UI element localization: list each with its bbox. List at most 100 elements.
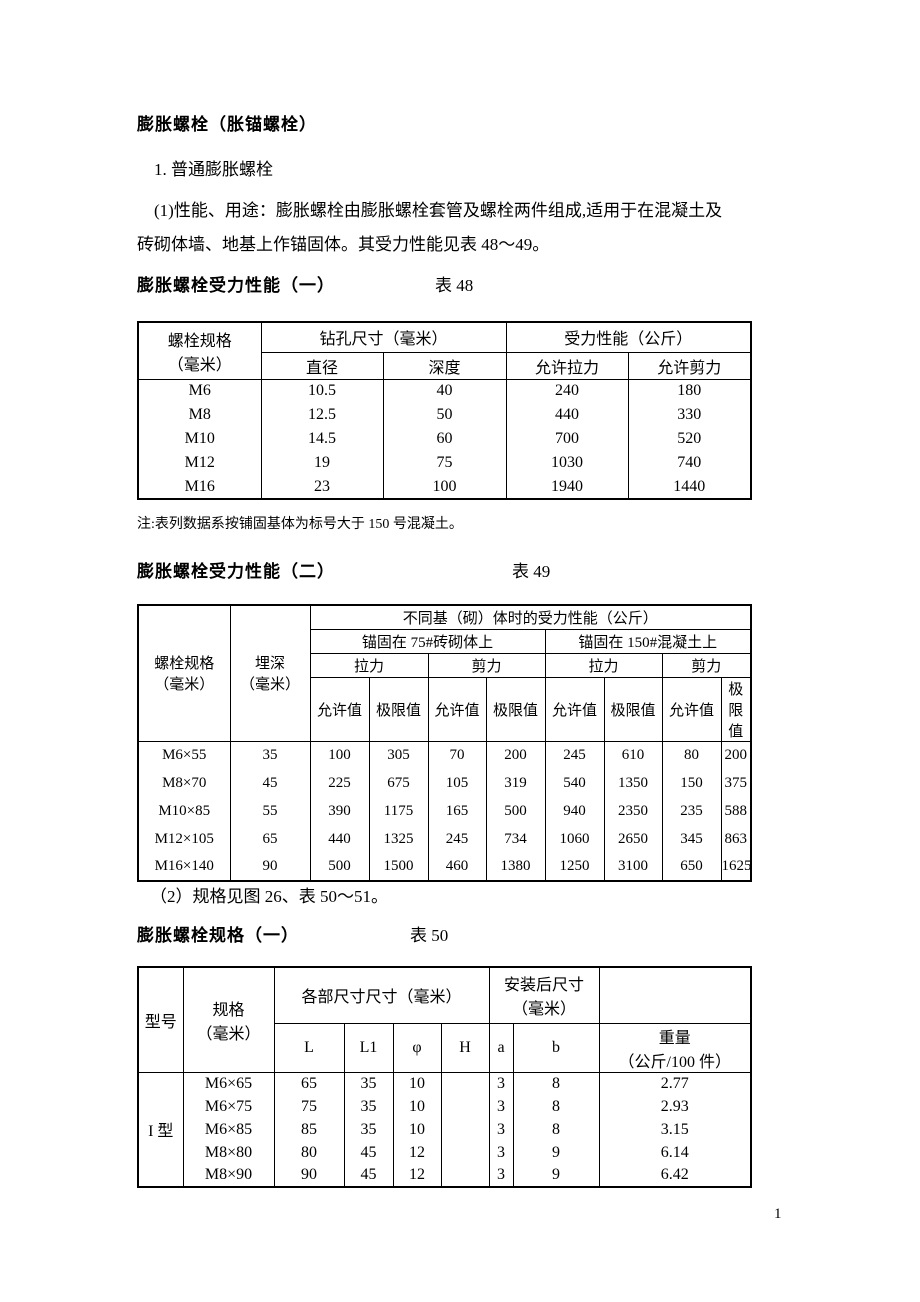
paragraph-1: (1)性能、用途：膨胀螺栓由膨胀螺栓套管及螺栓两件组成,适用于在混凝土及 砖砌体… bbox=[137, 194, 807, 262]
table-cell: 45 bbox=[343, 1164, 394, 1187]
col-header-allowed: 允许值 bbox=[544, 676, 605, 742]
table-cell: 460 bbox=[427, 853, 487, 881]
table-cell: 55 bbox=[229, 797, 311, 825]
table-cell: M16×140 bbox=[137, 853, 231, 881]
table-cell: 200 bbox=[485, 741, 546, 769]
col-header-b: b bbox=[512, 1022, 600, 1073]
table-cell: M6×55 bbox=[137, 741, 231, 769]
table-48-header: 螺栓规格 （毫米） 钻孔尺寸（毫米） 受力性能（公斤） 直径 深度 允许拉力 允… bbox=[137, 321, 752, 380]
table-cell: 1440 bbox=[627, 475, 752, 499]
table-cell: 3100 bbox=[603, 853, 663, 881]
table-49-label: 表 49 bbox=[512, 562, 551, 581]
col-header-limit: 极限值 bbox=[368, 676, 429, 742]
type-group-cell: I 型 bbox=[137, 1072, 184, 1187]
table-cell: 65 bbox=[229, 825, 311, 853]
table-cell: 45 bbox=[343, 1141, 394, 1164]
table-50-body: I 型 M6×65 65 35 10 3 8 2.77 M6×75 75 35 10 3 8 2.93 M6×… bbox=[137, 1072, 752, 1187]
table-49: 螺栓规格 （毫米） 埋深 （毫米） 不同基（砌）体时的受力性能（公斤） 锚固在 … bbox=[137, 604, 753, 882]
col-header-bolt-spec: 螺栓规格 （毫米） bbox=[137, 604, 231, 742]
table-cell: M10 bbox=[137, 427, 262, 451]
table-cell: 150 bbox=[661, 769, 722, 797]
table-row: M10 14.5 60 700 520 bbox=[137, 427, 752, 451]
table-49-caption: 膨胀螺栓受力性能（二） 表 49 bbox=[137, 557, 757, 581]
table-row: M8×90 90 45 12 3 9 6.42 bbox=[138, 1164, 752, 1187]
table-row: M6×75 75 35 10 3 8 2.93 bbox=[138, 1095, 752, 1118]
table-header-row: 螺栓规格 （毫米） 埋深 （毫米） 不同基（砌）体时的受力性能（公斤） bbox=[137, 604, 752, 742]
table-cell: 588 bbox=[720, 797, 752, 825]
table-cell: M8 bbox=[137, 403, 262, 427]
table-cell: 100 bbox=[382, 475, 507, 499]
table-cell: 1060 bbox=[544, 825, 605, 853]
col-header-model: 型号 bbox=[137, 966, 184, 1073]
table-cell: 10 bbox=[392, 1118, 442, 1141]
table-cell: 9 bbox=[512, 1164, 600, 1187]
col-header-force-capacity: 受力性能（公斤） bbox=[505, 321, 752, 353]
table-cell: 19 bbox=[260, 451, 384, 475]
table-cell bbox=[440, 1118, 490, 1141]
table-cell: 330 bbox=[627, 403, 752, 427]
table-cell: 734 bbox=[485, 825, 546, 853]
table-cell: 8 bbox=[512, 1095, 600, 1118]
table-49-body: M6×55 35 100 305 70 200 245 610 80 200 M8×70 45 225 6… bbox=[137, 741, 752, 881]
col-header-L1: L1 bbox=[343, 1022, 394, 1073]
table-cell: M6×65 bbox=[182, 1072, 275, 1095]
table-cell: 1940 bbox=[505, 475, 629, 499]
col-header-tension: 拉力 bbox=[544, 652, 663, 678]
col-header-limit: 极限值 bbox=[485, 676, 546, 742]
table-cell: 1500 bbox=[368, 853, 429, 881]
table-cell: 1350 bbox=[603, 769, 663, 797]
table-cell: 85 bbox=[273, 1118, 345, 1141]
table-cell: 70 bbox=[427, 741, 487, 769]
table-cell: 10.5 bbox=[260, 379, 384, 403]
table-48-caption-title: 膨胀螺栓受力性能（一） bbox=[137, 276, 335, 295]
table-cell: 23 bbox=[260, 475, 384, 499]
table-row: M6×55 35 100 305 70 200 245 610 80 200 bbox=[137, 741, 752, 769]
col-header-tension: 拉力 bbox=[309, 652, 429, 678]
table-cell: 90 bbox=[229, 853, 311, 881]
table-cell: 80 bbox=[273, 1141, 345, 1164]
table-row: M8×70 45 225 675 105 319 540 1350 150 375 bbox=[137, 769, 752, 797]
table-cell: 10 bbox=[392, 1095, 442, 1118]
col-header-part-dimensions: 各部尺寸尺寸（毫米） bbox=[273, 966, 490, 1024]
table-cell: 60 bbox=[382, 427, 507, 451]
table-header-row: 直径 深度 允许拉力 允许剪力 bbox=[138, 351, 752, 380]
table-cell: 2.77 bbox=[598, 1072, 752, 1095]
table-cell: M6 bbox=[137, 379, 262, 403]
table-row: M16×140 90 500 1500 460 1380 1250 3100 650 1625 bbox=[137, 853, 752, 881]
table-cell: 3 bbox=[488, 1141, 514, 1164]
table-cell: 80 bbox=[661, 741, 722, 769]
table-cell: 345 bbox=[661, 825, 722, 853]
page-number: 1 bbox=[774, 1206, 782, 1222]
table-row: M8×80 80 45 12 3 9 6.14 bbox=[138, 1141, 752, 1164]
table-49-caption-title: 膨胀螺栓受力性能（二） bbox=[137, 562, 335, 581]
table-48-note: 注:表列数据系按铺固基体为标号大于 150 号混凝土。 bbox=[137, 517, 463, 532]
table-cell: 440 bbox=[505, 403, 629, 427]
table-cell: 500 bbox=[485, 797, 546, 825]
table-cell: 540 bbox=[544, 769, 605, 797]
table-cell: 12 bbox=[392, 1164, 442, 1187]
table-cell: 440 bbox=[309, 825, 370, 853]
table-50: 型号 规格 （毫米） 各部尺寸尺寸（毫米） 安装后尺寸 （毫米） L L1 φ … bbox=[137, 966, 753, 1188]
table-row: M8 12.5 50 440 330 bbox=[137, 403, 752, 427]
table-cell: 100 bbox=[309, 741, 370, 769]
paragraph-1-line-2: 砖砌体墙、地基上作锚固体。其受力性能见表 48～49。 bbox=[137, 235, 550, 254]
table-cell: 12 bbox=[392, 1141, 442, 1164]
col-header-base-performance: 不同基（砌）体时的受力性能（公斤） bbox=[309, 604, 752, 630]
table-48-label: 表 48 bbox=[435, 276, 474, 295]
table-cell: 225 bbox=[309, 769, 370, 797]
table-cell: M8×90 bbox=[182, 1164, 275, 1187]
table-header-row: L L1 φ H a b 重量 （公斤/100 件） bbox=[138, 1022, 752, 1073]
table-48: 螺栓规格 （毫米） 钻孔尺寸（毫米） 受力性能（公斤） 直径 深度 允许拉力 允… bbox=[137, 321, 753, 500]
table-cell: 863 bbox=[720, 825, 752, 853]
col-header-a: a bbox=[488, 1022, 514, 1073]
table-header-row: 拉力 剪力 拉力 剪力 bbox=[138, 652, 752, 678]
table-cell: 1030 bbox=[505, 451, 629, 475]
table-cell: 520 bbox=[627, 427, 752, 451]
table-cell: 319 bbox=[485, 769, 546, 797]
col-header-H: H bbox=[440, 1022, 490, 1073]
table-cell: 390 bbox=[309, 797, 370, 825]
section-heading: 1. 普通膨胀螺栓 bbox=[154, 160, 273, 179]
table-cell: 1250 bbox=[544, 853, 605, 881]
table-cell: 245 bbox=[427, 825, 487, 853]
